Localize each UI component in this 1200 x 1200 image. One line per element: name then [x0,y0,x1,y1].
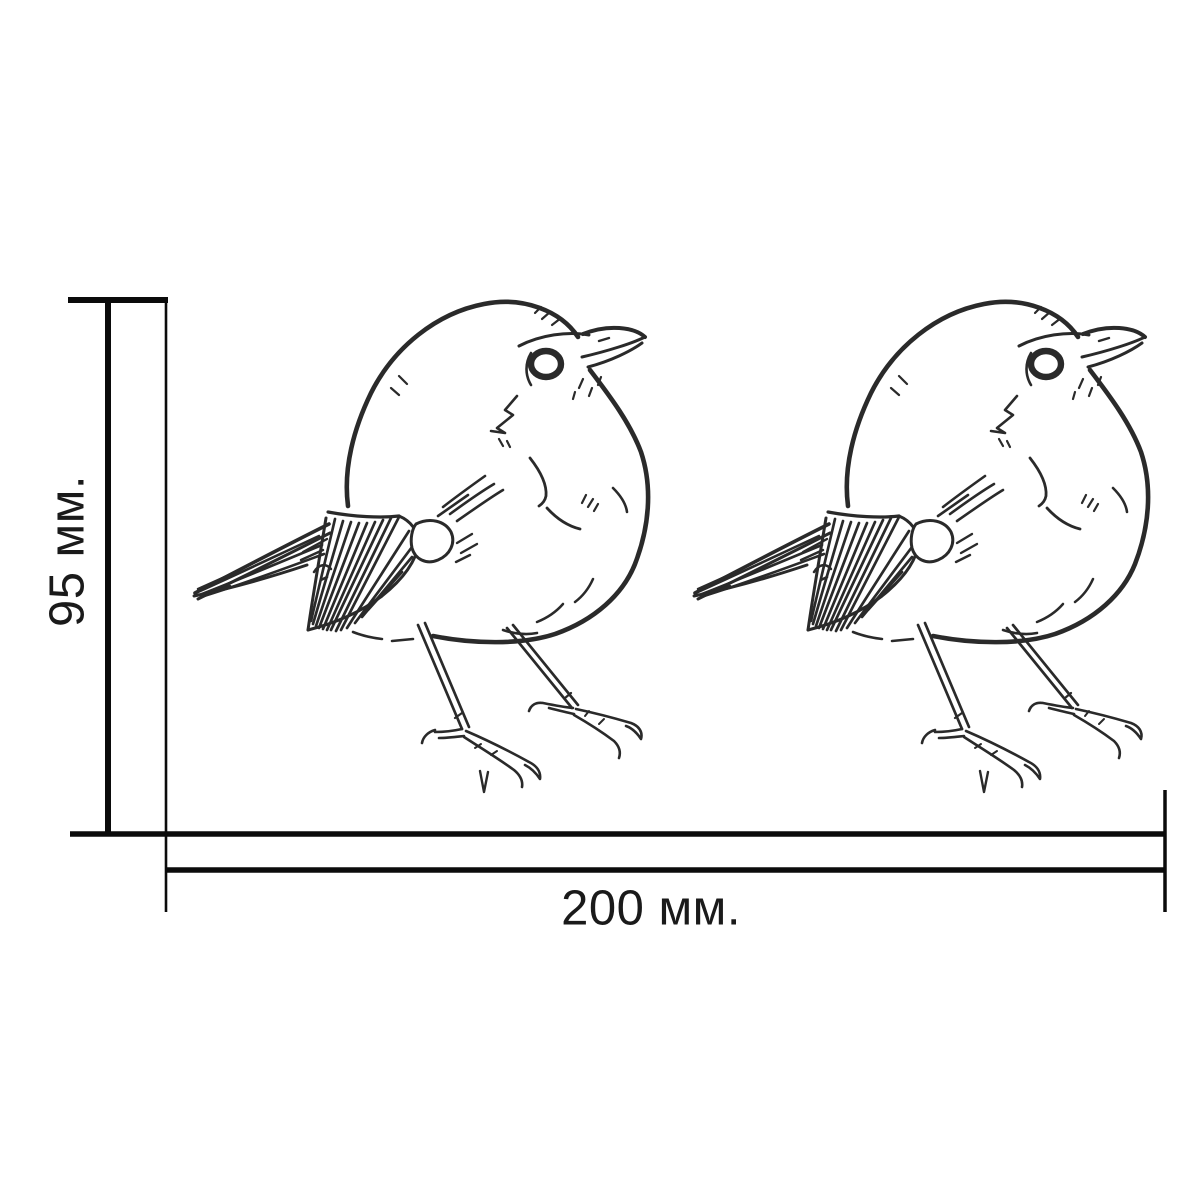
width-label: 200 мм. [561,881,741,936]
robin-sketch-left [194,302,648,792]
robin-sketch-right [694,302,1148,792]
dimension-lines [68,297,1167,912]
height-label: 95 мм. [40,474,95,628]
